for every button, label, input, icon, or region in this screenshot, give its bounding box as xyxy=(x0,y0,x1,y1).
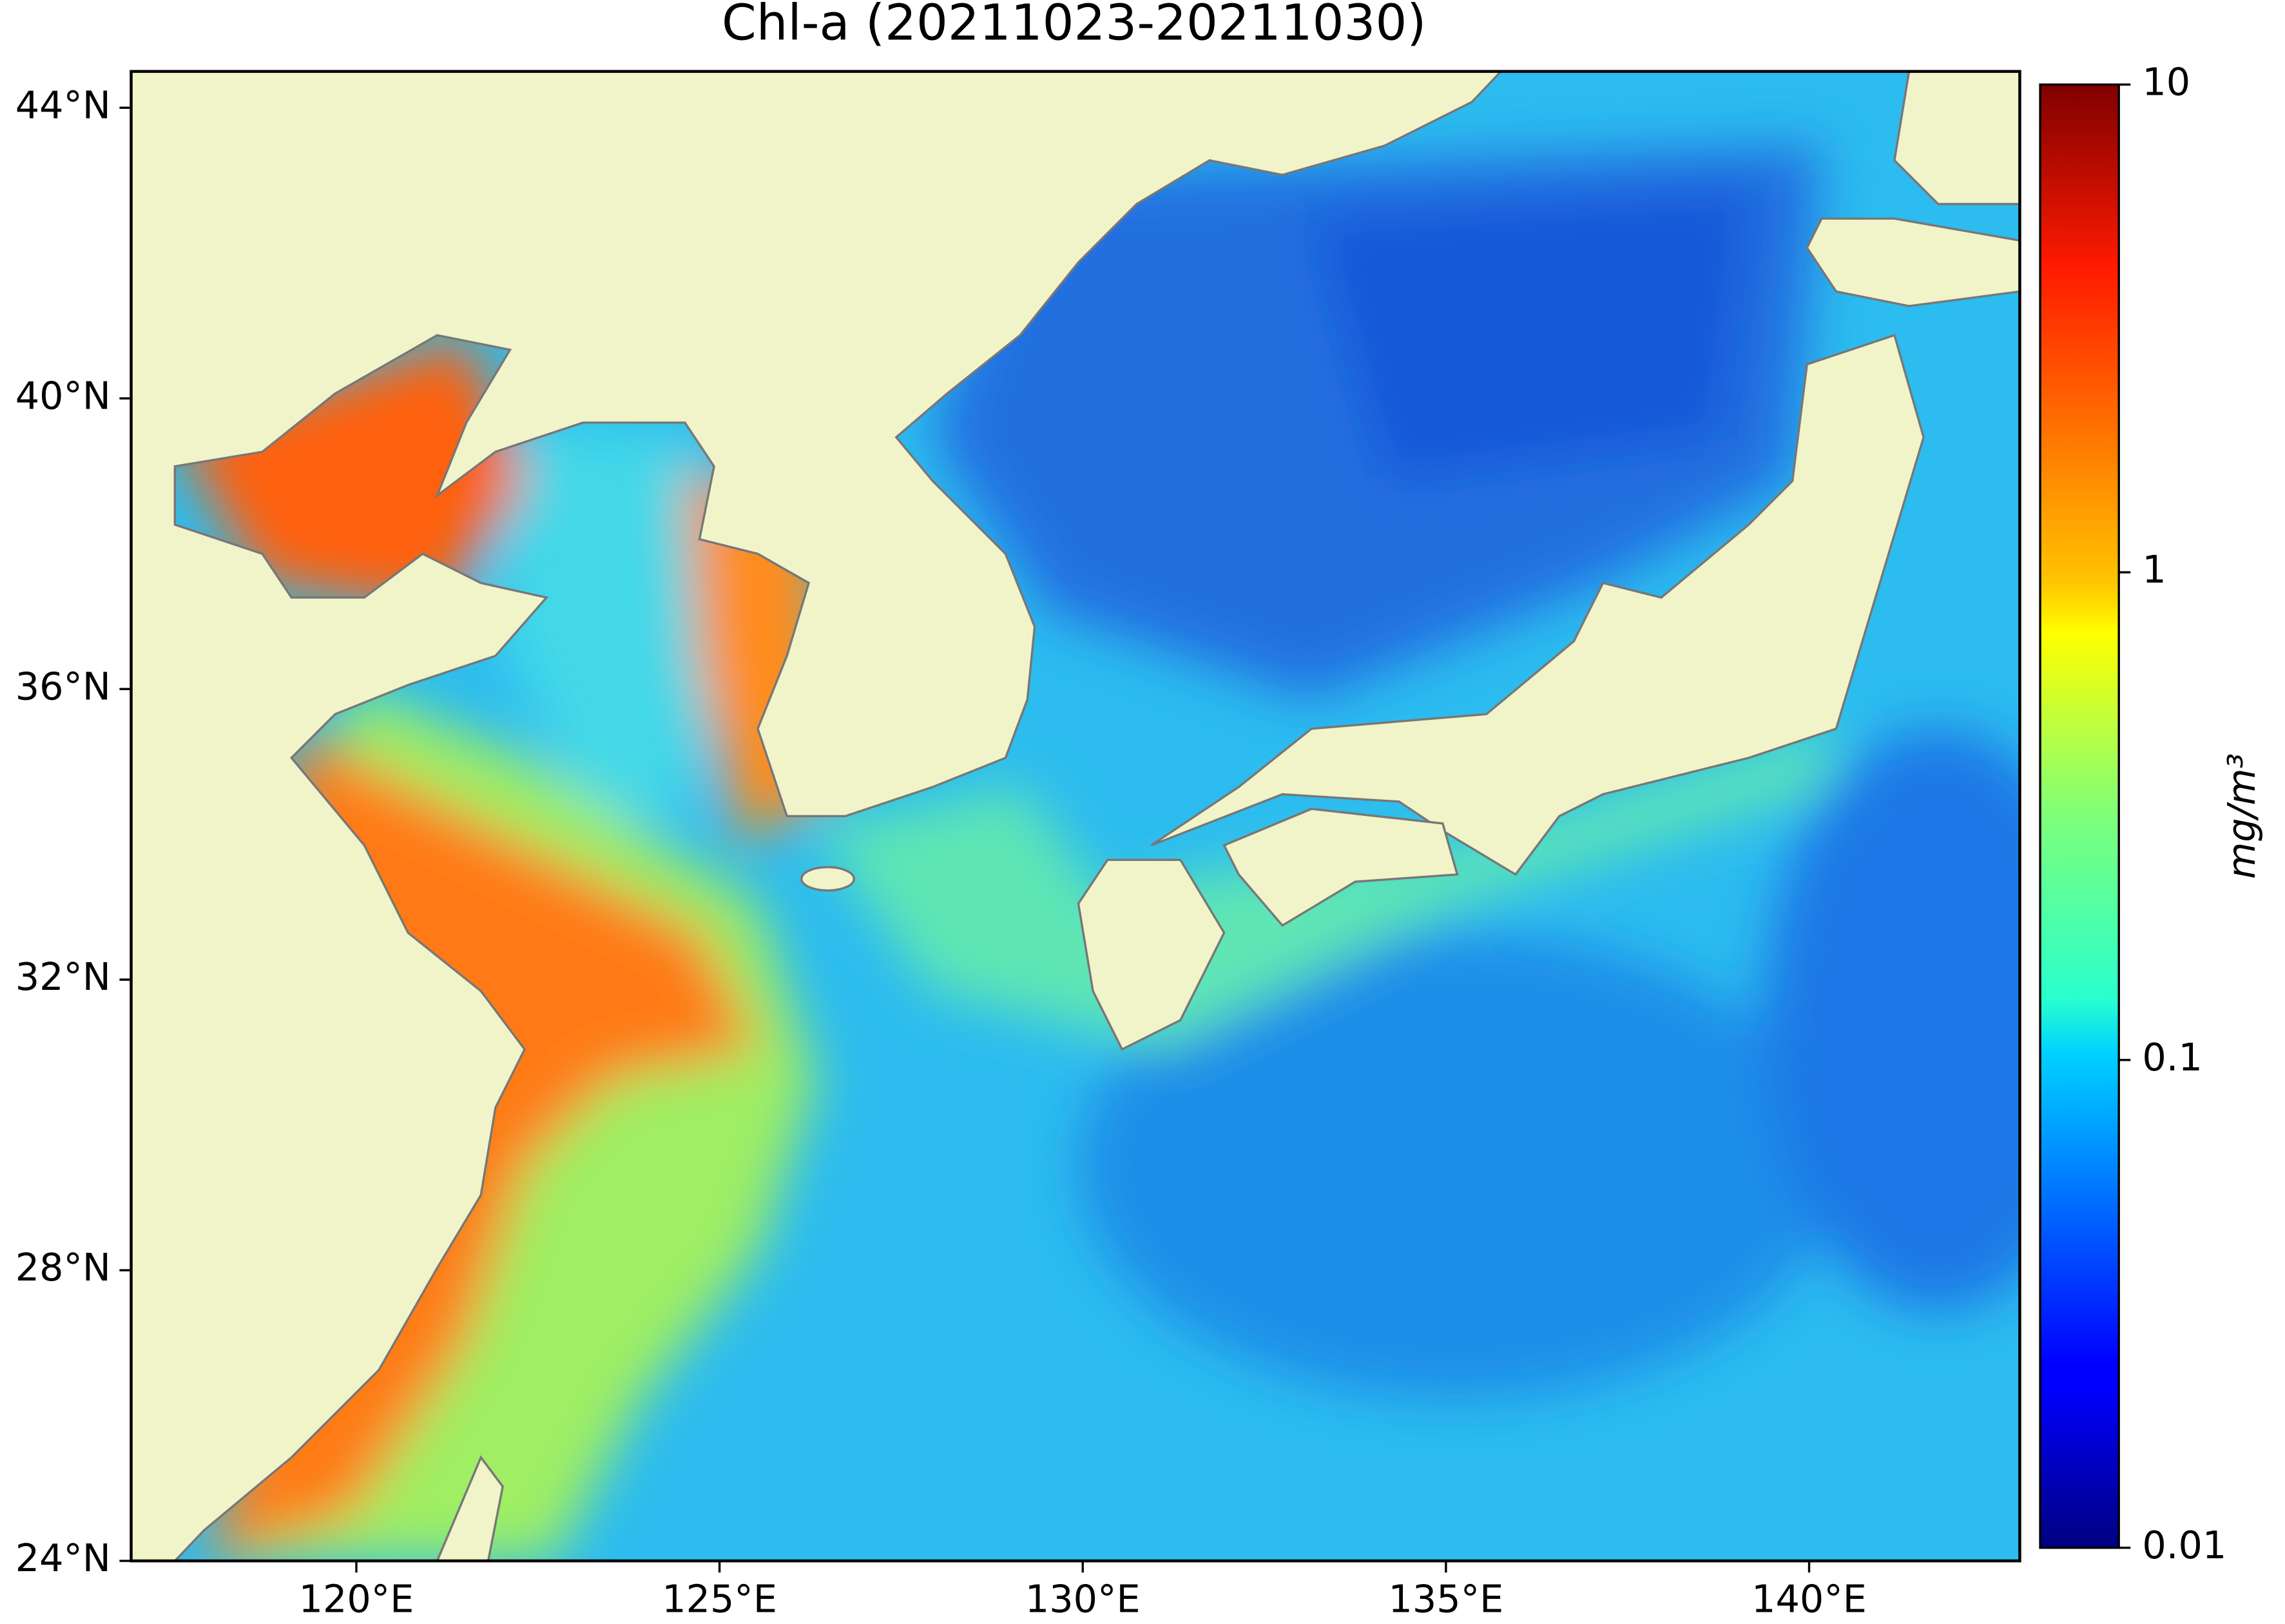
honshu xyxy=(1150,333,1925,876)
y-tick-label: 28°N xyxy=(15,1245,111,1290)
x-tick-label: 120°E xyxy=(299,1576,414,1621)
kyushu xyxy=(1077,858,1226,1051)
colorbar-tick-label: 1 xyxy=(2142,547,2166,592)
shikoku xyxy=(1222,807,1459,927)
plot-frame xyxy=(130,70,2021,1563)
colorbar-label: mg/m³ xyxy=(2219,753,2264,879)
colorbar-tick-label: 0.01 xyxy=(2142,1523,2226,1567)
y-tick-label: 40°N xyxy=(15,373,111,418)
chart-title: Chl-a (20211023-20211030) xyxy=(722,0,1426,52)
x-tick-label: 125°E xyxy=(662,1576,777,1621)
jeju xyxy=(800,865,855,892)
y-tick-label: 36°N xyxy=(15,664,111,708)
colorbar xyxy=(2039,83,2120,1549)
map-area xyxy=(131,71,2020,1561)
colorbar-tick-label: 10 xyxy=(2142,59,2190,104)
x-tick-label: 130°E xyxy=(1025,1576,1141,1621)
y-tick-label: 24°N xyxy=(15,1536,111,1580)
taiwan xyxy=(436,1455,505,1561)
hokkaido xyxy=(1806,217,2020,307)
mainland xyxy=(131,71,1503,1561)
colorbar-tick-label: 0.1 xyxy=(2142,1035,2202,1079)
land xyxy=(131,71,2020,1561)
y-tick-label: 44°N xyxy=(15,82,111,127)
x-tick-label: 140°E xyxy=(1751,1576,1867,1621)
sakhalin xyxy=(1893,71,2020,206)
x-tick-label: 135°E xyxy=(1389,1576,1504,1621)
y-tick-label: 32°N xyxy=(15,954,111,999)
